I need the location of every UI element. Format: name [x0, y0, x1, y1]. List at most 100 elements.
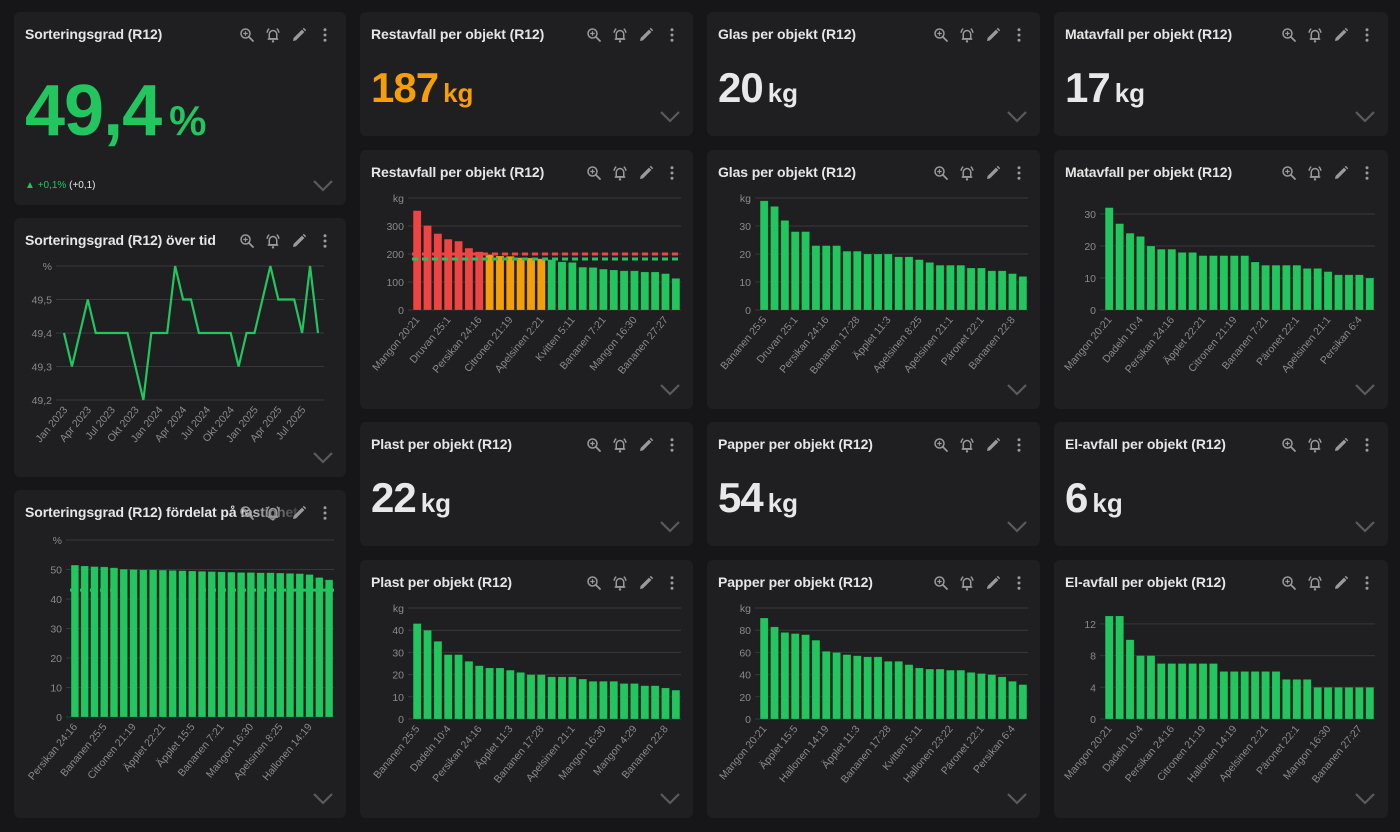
alert-button[interactable] [1306, 164, 1324, 182]
chevron-down-icon[interactable] [312, 792, 334, 806]
alert-button[interactable] [958, 574, 976, 592]
alert-button[interactable] [958, 164, 976, 182]
bar [139, 569, 148, 718]
chevron-down-icon[interactable] [312, 179, 334, 193]
zoom-in-icon [1282, 576, 1296, 590]
chevron-down-icon[interactable] [659, 110, 681, 124]
chevron-down-icon[interactable] [1354, 383, 1376, 397]
more-options-button[interactable] [663, 164, 681, 182]
panel-toolbar [932, 436, 1028, 454]
edit-button[interactable] [290, 26, 308, 44]
alert-button[interactable] [611, 164, 629, 182]
alert-button[interactable] [611, 26, 629, 44]
alert-button[interactable] [611, 436, 629, 454]
alert-button[interactable] [1306, 26, 1324, 44]
edit-button[interactable] [290, 232, 308, 250]
more-options-button[interactable] [1358, 26, 1376, 44]
zoom-in-button[interactable] [1280, 164, 1298, 182]
zoom-in-button[interactable] [1280, 436, 1298, 454]
edit-button[interactable] [637, 574, 655, 592]
chevron-down-icon[interactable] [659, 383, 681, 397]
y-tick-label: 49,4 [32, 328, 53, 340]
edit-button[interactable] [984, 574, 1002, 592]
bar [433, 233, 443, 311]
bar [1250, 671, 1260, 720]
bar [821, 245, 831, 311]
zoom-in-button[interactable] [238, 26, 256, 44]
zoom-in-button[interactable] [1280, 26, 1298, 44]
zoom-in-button[interactable] [932, 26, 950, 44]
chevron-down-icon[interactable] [1354, 520, 1376, 534]
chevron-down-icon[interactable] [1006, 110, 1028, 124]
edit-button[interactable] [637, 26, 655, 44]
more-options-button[interactable] [1358, 164, 1376, 182]
chevron-down-icon[interactable] [1354, 792, 1376, 806]
zoom-in-button[interactable] [932, 164, 950, 182]
bar [1355, 274, 1364, 311]
more-options-button[interactable] [1358, 436, 1376, 454]
chevron-down-icon[interactable] [1354, 110, 1376, 124]
alert-button[interactable] [958, 26, 976, 44]
vertical-dots-icon [1365, 166, 1369, 180]
edit-button[interactable] [637, 436, 655, 454]
chevron-down-icon[interactable] [1006, 792, 1028, 806]
more-options-button[interactable] [316, 26, 334, 44]
more-options-button[interactable] [316, 232, 334, 250]
alert-button[interactable] [611, 574, 629, 592]
zoom-in-button[interactable] [585, 26, 603, 44]
edit-button[interactable] [1332, 164, 1350, 182]
bar [1250, 261, 1260, 311]
alert-button[interactable] [264, 232, 282, 250]
more-options-button[interactable] [1010, 436, 1028, 454]
more-options-button[interactable] [663, 574, 681, 592]
edit-button[interactable] [984, 26, 1002, 44]
y-tick-label: 40 [739, 670, 751, 682]
bar [630, 683, 639, 720]
alert-button[interactable] [264, 504, 282, 522]
more-options-button[interactable] [663, 436, 681, 454]
bar [1365, 277, 1375, 311]
zoom-in-button[interactable] [585, 574, 603, 592]
y-tick-label: 30 [392, 647, 404, 659]
alert-button[interactable] [1306, 436, 1324, 454]
zoom-in-button[interactable] [238, 504, 256, 522]
more-options-button[interactable] [663, 26, 681, 44]
zoom-in-button[interactable] [585, 436, 603, 454]
zoom-in-button[interactable] [932, 436, 950, 454]
edit-button[interactable] [984, 164, 1002, 182]
bar [1365, 686, 1375, 720]
bar [433, 641, 443, 720]
zoom-in-button[interactable] [238, 232, 256, 250]
chevron-down-icon[interactable] [659, 792, 681, 806]
panel-title: Glas per objekt (R12) [718, 26, 856, 42]
edit-button[interactable] [637, 164, 655, 182]
more-options-button[interactable] [1010, 574, 1028, 592]
alert-button[interactable] [1306, 574, 1324, 592]
more-options-button[interactable] [1010, 164, 1028, 182]
zoom-in-icon [587, 166, 601, 180]
panel-title: Matavfall per objekt (R12) [1065, 164, 1232, 180]
zoom-in-button[interactable] [585, 164, 603, 182]
zoom-in-button[interactable] [1280, 574, 1298, 592]
alert-button[interactable] [958, 436, 976, 454]
chevron-down-icon[interactable] [312, 451, 334, 465]
edit-button[interactable] [1332, 26, 1350, 44]
chevron-down-icon[interactable] [1006, 383, 1028, 397]
bar [188, 570, 197, 718]
edit-button[interactable] [1332, 436, 1350, 454]
edit-button[interactable] [290, 504, 308, 522]
alert-button[interactable] [264, 26, 282, 44]
zoom-in-button[interactable] [932, 574, 950, 592]
more-options-button[interactable] [1010, 26, 1028, 44]
panel-sorteringsgrad-kpi: Sorteringsgrad (R12) 49,4% ▲ +0,1% (+0,1… [14, 12, 346, 205]
more-options-button[interactable] [1358, 574, 1376, 592]
edit-button[interactable] [1332, 574, 1350, 592]
chevron-down-icon[interactable] [659, 520, 681, 534]
alarm-bell-icon [266, 506, 280, 521]
edit-button[interactable] [984, 436, 1002, 454]
x-tick-label: Mangon 20:21 [1062, 314, 1114, 373]
chevron-down-icon[interactable] [1006, 520, 1028, 534]
more-options-button[interactable] [316, 504, 334, 522]
